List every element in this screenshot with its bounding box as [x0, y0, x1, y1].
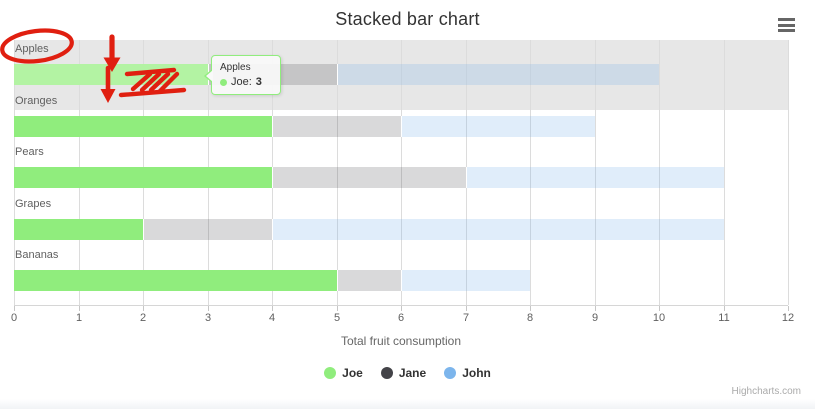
- category-label-grapes: Grapes: [15, 197, 52, 210]
- legend-label: Jane: [398, 366, 427, 380]
- x-axis-tickmark: [659, 306, 660, 311]
- segment-john-bananas[interactable]: [401, 270, 530, 291]
- legend: Joe Jane John: [0, 366, 815, 380]
- legend-label: Joe: [342, 366, 363, 380]
- x-axis-tick-label: 2: [139, 312, 147, 324]
- x-axis-tick-label: 12: [781, 312, 795, 324]
- segment-joe-grapes[interactable]: [14, 218, 143, 240]
- x-axis-tick-label: 6: [397, 312, 405, 324]
- segment-jane-grapes[interactable]: [143, 218, 272, 240]
- x-axis-tickmark: [401, 306, 402, 311]
- x-axis-tick-label: 9: [591, 312, 599, 324]
- legend-marker-john: [444, 367, 457, 379]
- tooltip-category: Apples: [220, 62, 251, 73]
- legend-item-jane[interactable]: Jane: [380, 366, 427, 380]
- segment-joe-oranges[interactable]: [14, 115, 272, 137]
- x-axis-tick-label: 11: [718, 312, 730, 324]
- category-label-bananas: Bananas: [15, 249, 59, 261]
- gridline: [659, 40, 660, 305]
- tooltip-value: 3: [255, 76, 262, 88]
- x-axis-tick-label: 0: [10, 312, 18, 324]
- bar-pears: [14, 167, 724, 188]
- bar-oranges: [14, 115, 595, 137]
- bar-apples: [14, 64, 659, 85]
- gridline: [530, 40, 531, 305]
- category-label-apples: Apples: [15, 43, 49, 55]
- gridline: [788, 40, 789, 305]
- segment-john-pears[interactable]: [465, 167, 724, 188]
- category-label-oranges: Oranges: [15, 94, 58, 107]
- x-axis-line: [14, 305, 788, 306]
- x-axis-tick-label: 3: [204, 312, 212, 324]
- hamburger-bar: [777, 29, 795, 32]
- x-axis-tickmark: [143, 306, 144, 311]
- gridline: [595, 40, 596, 305]
- gridline: [466, 40, 467, 305]
- chart-title: Stacked bar chart: [335, 9, 480, 29]
- tooltip: Apples Joe: 3: [204, 55, 281, 95]
- hamburger-menu-icon[interactable]: [773, 12, 799, 38]
- gridline: [724, 40, 725, 305]
- highcharts-credits-link[interactable]: Highcharts.com: [731, 386, 801, 397]
- x-axis-tickmark: [595, 306, 596, 311]
- segment-john-oranges[interactable]: [401, 115, 595, 137]
- segment-jane-pears[interactable]: [272, 167, 466, 188]
- bar-bananas: [14, 270, 530, 291]
- series-marker-icon: [220, 78, 227, 86]
- tooltip-series-label: Joe:: [231, 76, 252, 88]
- segment-jane-oranges[interactable]: [272, 115, 401, 137]
- x-axis-tick-label: 7: [462, 312, 470, 324]
- tooltip-row: Joe: 3: [220, 76, 272, 88]
- plot-area: Apples Oranges Pears Grapes Bananas: [14, 40, 789, 305]
- segment-joe-bananas[interactable]: [14, 270, 337, 291]
- x-axis-tick-label: 5: [333, 312, 341, 324]
- segment-john-apples[interactable]: [336, 64, 659, 85]
- bottom-strip: [0, 399, 815, 409]
- bar-grapes: [14, 218, 724, 240]
- x-axis-tickmark: [79, 306, 80, 311]
- segment-jane-bananas[interactable]: [336, 270, 401, 291]
- legend-marker-joe: [324, 367, 337, 379]
- x-axis-title: Total fruit consumption: [340, 334, 462, 348]
- x-axis-tick-label: 8: [526, 312, 534, 324]
- segment-joe-apples[interactable]: [14, 64, 208, 85]
- x-axis-tickmark: [788, 306, 789, 311]
- x-axis-tickmark: [14, 306, 15, 311]
- x-axis-tickmark: [272, 306, 273, 311]
- x-axis-tick-label: 1: [75, 312, 83, 324]
- segment-john-grapes[interactable]: [272, 218, 724, 240]
- segment-joe-pears[interactable]: [14, 167, 272, 188]
- category-label-pears: Pears: [15, 146, 44, 158]
- hamburger-bar: [777, 23, 795, 27]
- legend-item-joe[interactable]: Joe: [324, 366, 363, 380]
- x-axis-tickmark: [208, 306, 209, 311]
- x-axis-tickmark: [337, 306, 338, 311]
- gridline: [401, 40, 402, 305]
- x-axis-tickmark: [530, 306, 531, 311]
- x-axis-tickmark: [724, 306, 725, 311]
- gridline: [337, 40, 338, 305]
- hamburger-bar: [777, 18, 795, 21]
- legend-label: John: [462, 366, 491, 380]
- x-axis-tick-label: 10: [652, 312, 666, 324]
- legend-marker-jane: [380, 367, 393, 379]
- x-axis-tickmark: [466, 306, 467, 311]
- legend-item-john[interactable]: John: [444, 366, 491, 380]
- x-axis-tick-label: 4: [268, 312, 276, 324]
